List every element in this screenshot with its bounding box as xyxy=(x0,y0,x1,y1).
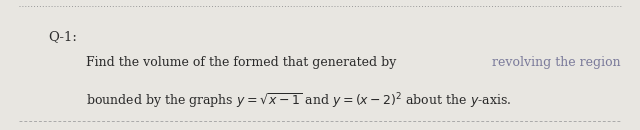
Text: bounded by the graphs $y = \sqrt{x-1}$ and $y = (x - 2)^{2}$ about the $y$-axis.: bounded by the graphs $y = \sqrt{x-1}$ a… xyxy=(86,92,512,111)
Text: Q-1:: Q-1: xyxy=(48,30,77,43)
Text: revolving the region: revolving the region xyxy=(492,56,621,69)
Text: Find the volume of the formed that generated by: Find the volume of the formed that gener… xyxy=(86,56,401,69)
